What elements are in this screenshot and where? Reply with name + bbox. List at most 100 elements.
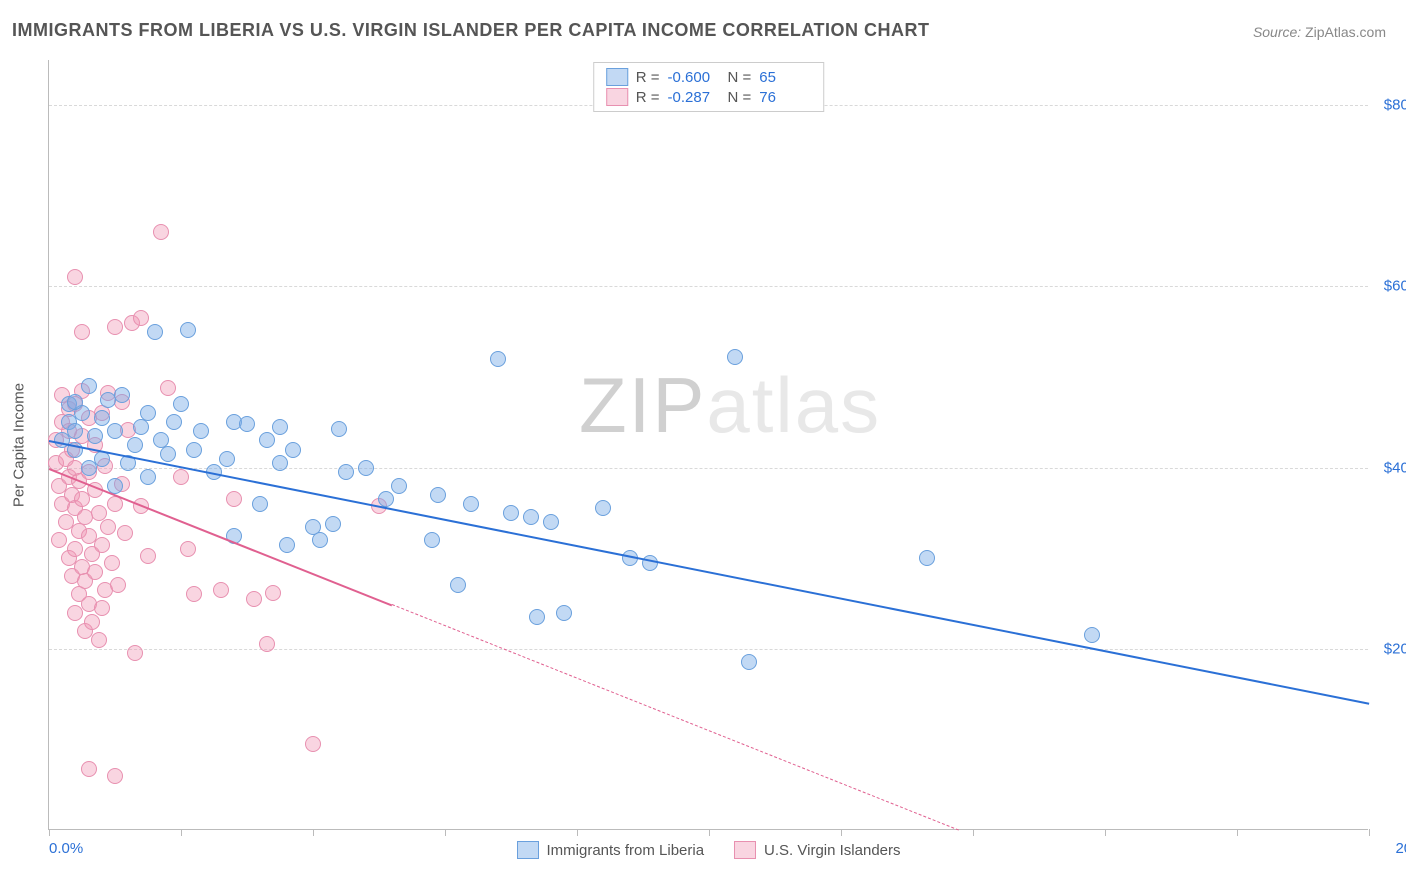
data-point — [51, 532, 67, 548]
data-point — [94, 537, 110, 553]
data-point — [272, 419, 288, 435]
x-axis-min-label: 0.0% — [49, 840, 83, 857]
data-point — [147, 324, 163, 340]
x-tick — [1237, 829, 1238, 836]
legend-label-b: U.S. Virgin Islanders — [764, 842, 900, 859]
x-tick — [973, 829, 974, 836]
swatch-series-b — [606, 88, 628, 106]
x-tick — [577, 829, 578, 836]
r-value-a: -0.600 — [668, 69, 720, 86]
data-point — [265, 585, 281, 601]
data-point — [193, 423, 209, 439]
trend-line — [49, 440, 1369, 705]
x-tick — [1105, 829, 1106, 836]
source-name: ZipAtlas.com — [1305, 24, 1386, 40]
data-point — [173, 396, 189, 412]
data-point — [180, 322, 196, 338]
source-prefix: Source: — [1253, 24, 1305, 40]
scatter-plot-area: ZIPatlas Per Capita Income R = -0.600 N … — [48, 60, 1368, 830]
y-axis-label: Per Capita Income — [11, 382, 28, 506]
data-point — [67, 423, 83, 439]
data-point — [91, 632, 107, 648]
data-point — [110, 577, 126, 593]
data-point — [424, 532, 440, 548]
data-point — [259, 432, 275, 448]
gridline — [49, 468, 1368, 469]
legend-item-a: Immigrants from Liberia — [517, 841, 705, 859]
y-tick-label: $80,000 — [1378, 97, 1406, 114]
n-label-a: N = — [728, 69, 752, 86]
data-point — [503, 505, 519, 521]
data-point — [727, 349, 743, 365]
data-point — [107, 423, 123, 439]
data-point — [450, 577, 466, 593]
data-point — [259, 636, 275, 652]
x-tick — [841, 829, 842, 836]
data-point — [180, 541, 196, 557]
data-point — [1084, 627, 1100, 643]
data-point — [246, 591, 262, 607]
data-point — [272, 455, 288, 471]
y-tick-label: $40,000 — [1378, 459, 1406, 476]
data-point — [107, 768, 123, 784]
data-point — [67, 541, 83, 557]
data-point — [186, 442, 202, 458]
r-value-b: -0.287 — [668, 89, 720, 106]
data-point — [523, 509, 539, 525]
stats-row-series-a: R = -0.600 N = 65 — [606, 67, 812, 87]
legend-swatch-b — [734, 841, 756, 859]
data-point — [117, 525, 133, 541]
x-tick — [445, 829, 446, 836]
data-point — [140, 469, 156, 485]
data-point — [312, 532, 328, 548]
x-tick — [181, 829, 182, 836]
trend-line — [392, 604, 960, 831]
data-point — [81, 761, 97, 777]
data-point — [358, 460, 374, 476]
y-tick-label: $20,000 — [1378, 640, 1406, 657]
data-point — [919, 550, 935, 566]
n-value-a: 65 — [759, 69, 811, 86]
data-point — [279, 537, 295, 553]
x-tick — [313, 829, 314, 836]
stats-legend-box: R = -0.600 N = 65 R = -0.287 N = 76 — [593, 62, 825, 112]
data-point — [84, 614, 100, 630]
data-point — [430, 487, 446, 503]
r-label-b: R = — [636, 89, 660, 106]
data-point — [285, 442, 301, 458]
x-tick — [49, 829, 50, 836]
data-point — [127, 645, 143, 661]
data-point — [67, 394, 83, 410]
data-point — [741, 654, 757, 670]
data-point — [166, 414, 182, 430]
x-tick — [1369, 829, 1370, 836]
data-point — [87, 564, 103, 580]
data-point — [252, 496, 268, 512]
y-tick-label: $60,000 — [1378, 278, 1406, 295]
data-point — [595, 500, 611, 516]
data-point — [140, 548, 156, 564]
data-point — [74, 324, 90, 340]
data-point — [104, 555, 120, 571]
data-point — [94, 600, 110, 616]
data-point — [87, 428, 103, 444]
data-point — [490, 351, 506, 367]
data-point — [140, 405, 156, 421]
legend-swatch-a — [517, 841, 539, 859]
data-point — [338, 464, 354, 480]
data-point — [114, 387, 130, 403]
source-credit: Source: ZipAtlas.com — [1253, 24, 1386, 40]
data-point — [160, 380, 176, 396]
data-point — [543, 514, 559, 530]
data-point — [391, 478, 407, 494]
data-point — [173, 469, 189, 485]
data-point — [556, 605, 572, 621]
data-point — [107, 319, 123, 335]
data-point — [213, 582, 229, 598]
data-point — [331, 421, 347, 437]
data-point — [186, 586, 202, 602]
watermark-atlas: atlas — [706, 361, 881, 449]
x-axis-max-label: 20.0% — [1395, 840, 1406, 857]
data-point — [239, 416, 255, 432]
data-point — [219, 451, 235, 467]
